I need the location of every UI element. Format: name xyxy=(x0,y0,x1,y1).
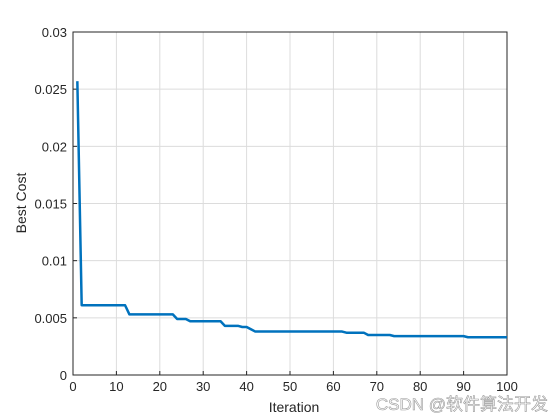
x-tick-label: 60 xyxy=(326,379,340,394)
x-tick-label: 30 xyxy=(196,379,210,394)
x-tick-label: 90 xyxy=(456,379,470,394)
line xyxy=(76,81,507,339)
watermark: CSDN @软件算法开发 xyxy=(376,395,548,414)
axes-box xyxy=(72,31,508,376)
y-tick-label: 0.005 xyxy=(34,311,67,326)
y-axis-label: Best Cost xyxy=(13,173,29,234)
x-tick-label: 80 xyxy=(413,379,427,394)
x-tick-label: 100 xyxy=(496,379,518,394)
y-tick-label: 0.02 xyxy=(42,139,67,154)
x-axis-label: Iteration xyxy=(269,399,320,415)
y-tick-label: 0.01 xyxy=(42,254,67,269)
y-tick-label: 0.025 xyxy=(34,82,67,97)
x-tick-label: 50 xyxy=(283,379,297,394)
x-tick-label: 10 xyxy=(109,379,123,394)
x-tick-label: 20 xyxy=(153,379,167,394)
y-tick-label: 0.03 xyxy=(42,25,67,40)
x-tick-label: 0 xyxy=(69,379,76,394)
y-tick-label: 0 xyxy=(60,368,67,383)
x-tick-label: 40 xyxy=(239,379,253,394)
y-tick-label: 0.015 xyxy=(34,197,67,212)
x-tick-label: 70 xyxy=(370,379,384,394)
